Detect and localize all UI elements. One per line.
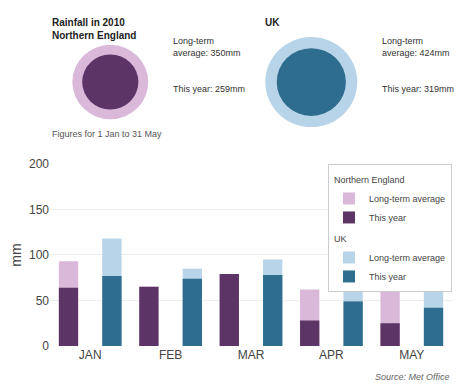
svg-text:50: 50 [36,294,50,308]
svg-text:This year: 259mm: This year: 259mm [173,84,245,94]
svg-text:Rainfall in 2010Northern Engla: Rainfall in 2010Northern England [52,17,136,41]
svg-text:MAY: MAY [399,348,424,362]
svg-text:This year: This year [369,213,406,223]
svg-text:100: 100 [29,248,49,262]
svg-text:Long-termaverage: 350mm: Long-termaverage: 350mm [173,36,241,58]
svg-text:JAN: JAN [79,348,102,362]
svg-text:Long-term average: Long-term average [369,194,445,204]
svg-text:Figures for 1 Jan to 31 May: Figures for 1 Jan to 31 May [52,129,162,139]
svg-text:This year: This year [369,272,406,282]
svg-text:Long-term average: Long-term average [369,253,445,263]
svg-text:MAR: MAR [238,348,265,362]
svg-text:UK: UK [265,17,280,28]
svg-text:FEB: FEB [159,348,182,362]
svg-text:0: 0 [42,339,49,353]
svg-text:150: 150 [29,203,49,217]
svg-text:mm: mm [8,243,24,266]
svg-text:200: 200 [29,157,49,171]
svg-text:Northern England: Northern England [334,175,405,185]
svg-text:UK: UK [334,234,347,244]
svg-text:APR: APR [319,348,344,362]
svg-text:Source: Met Office: Source: Met Office [375,372,450,382]
svg-text:Long-termaverage: 424mm: Long-termaverage: 424mm [382,36,450,58]
svg-text:This year: 319mm: This year: 319mm [382,84,454,94]
